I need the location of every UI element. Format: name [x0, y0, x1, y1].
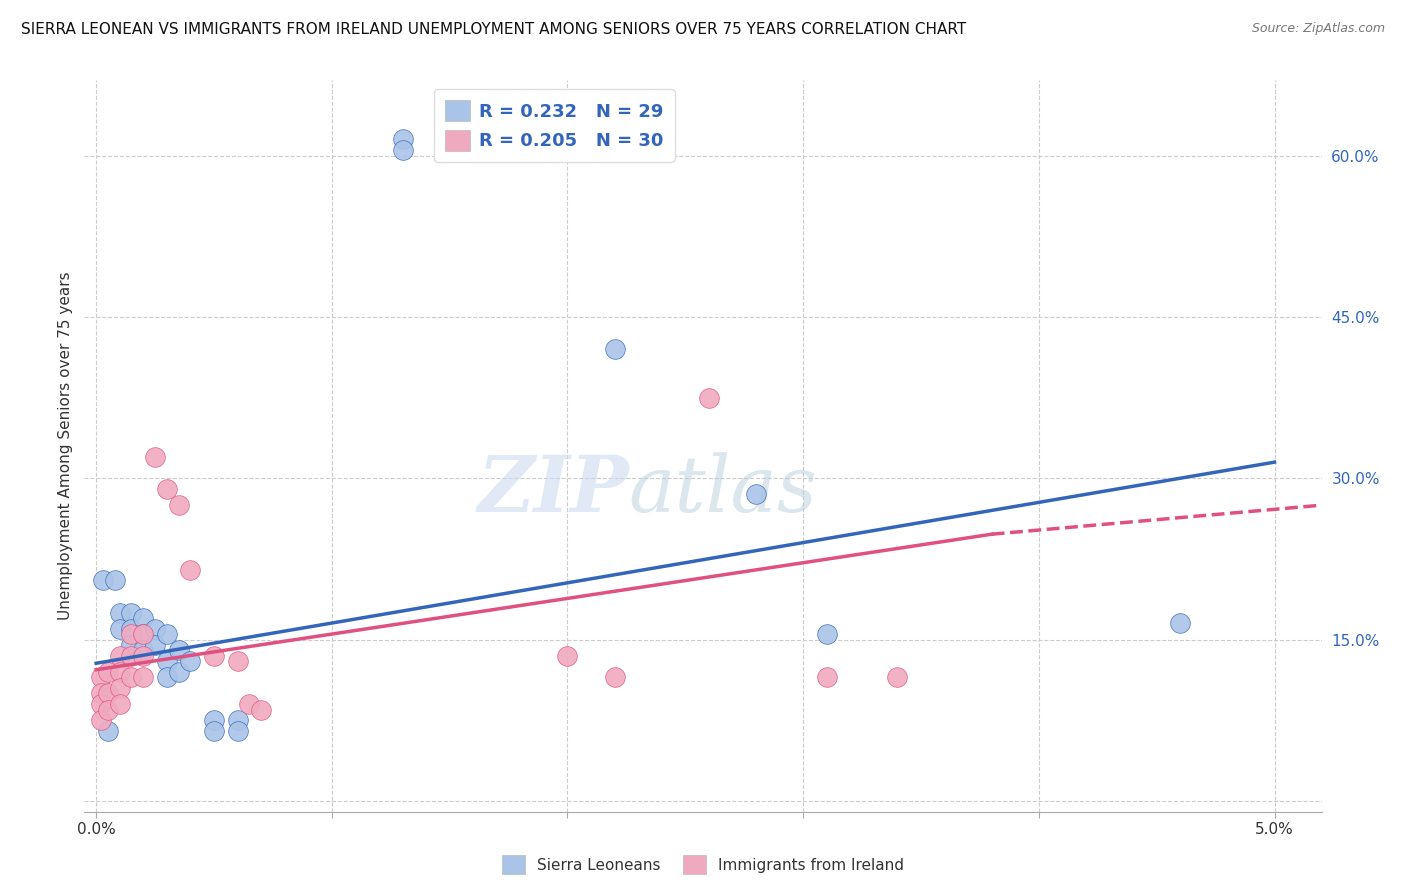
Point [108, 606, 131, 620]
Point [603, 342, 626, 356]
Point [91, 574, 114, 588]
Point [226, 724, 249, 739]
Point [250, 702, 273, 716]
Point [143, 622, 166, 636]
Point [132, 648, 155, 663]
Point [108, 622, 131, 636]
Point [391, 143, 413, 157]
Point [179, 563, 201, 577]
Point [97, 665, 120, 679]
Point [108, 648, 131, 663]
Point [143, 638, 166, 652]
Point [121, 606, 143, 620]
Point [108, 697, 131, 711]
Y-axis label: Unemployment Among Seniors over 75 years: Unemployment Among Seniors over 75 years [58, 272, 73, 620]
Point [90, 714, 112, 728]
Point [202, 648, 225, 663]
Point [156, 670, 179, 684]
Point [886, 670, 908, 684]
Point [121, 622, 143, 636]
Point [1168, 616, 1191, 631]
Point [815, 627, 838, 641]
Point [97, 724, 120, 739]
Point [132, 643, 155, 657]
Point [132, 611, 155, 625]
Point [167, 665, 190, 679]
Point [156, 627, 179, 641]
Text: SIERRA LEONEAN VS IMMIGRANTS FROM IRELAND UNEMPLOYMENT AMONG SENIORS OVER 75 YEA: SIERRA LEONEAN VS IMMIGRANTS FROM IRELAN… [21, 22, 966, 37]
Point [90, 686, 112, 700]
Point [108, 665, 131, 679]
Point [557, 648, 579, 663]
Text: Source: ZipAtlas.com: Source: ZipAtlas.com [1251, 22, 1385, 36]
Point [156, 482, 179, 496]
Point [104, 574, 127, 588]
Point [697, 391, 720, 405]
Point [121, 638, 143, 652]
Point [226, 714, 249, 728]
Point [132, 627, 155, 641]
Point [108, 681, 131, 695]
Point [90, 697, 112, 711]
Point [238, 697, 260, 711]
Text: atlas: atlas [628, 451, 817, 528]
Point [97, 702, 120, 716]
Point [603, 670, 626, 684]
Point [202, 724, 225, 739]
Point [156, 654, 179, 668]
Point [815, 670, 838, 684]
Point [226, 654, 249, 668]
Point [90, 670, 112, 684]
Point [97, 686, 120, 700]
Point [121, 648, 143, 663]
Point [132, 670, 155, 684]
Legend: R = 0.232   N = 29, R = 0.205   N = 30: R = 0.232 N = 29, R = 0.205 N = 30 [434, 89, 675, 161]
Text: ZIP: ZIP [477, 451, 628, 528]
Point [121, 670, 143, 684]
Legend: Sierra Leoneans, Immigrants from Ireland: Sierra Leoneans, Immigrants from Ireland [495, 849, 911, 880]
Point [143, 450, 166, 464]
Point [167, 643, 190, 657]
Point [132, 627, 155, 641]
Point [179, 654, 201, 668]
Point [202, 714, 225, 728]
Point [745, 487, 768, 501]
Point [121, 627, 143, 641]
Point [167, 498, 190, 512]
Point [391, 132, 413, 146]
